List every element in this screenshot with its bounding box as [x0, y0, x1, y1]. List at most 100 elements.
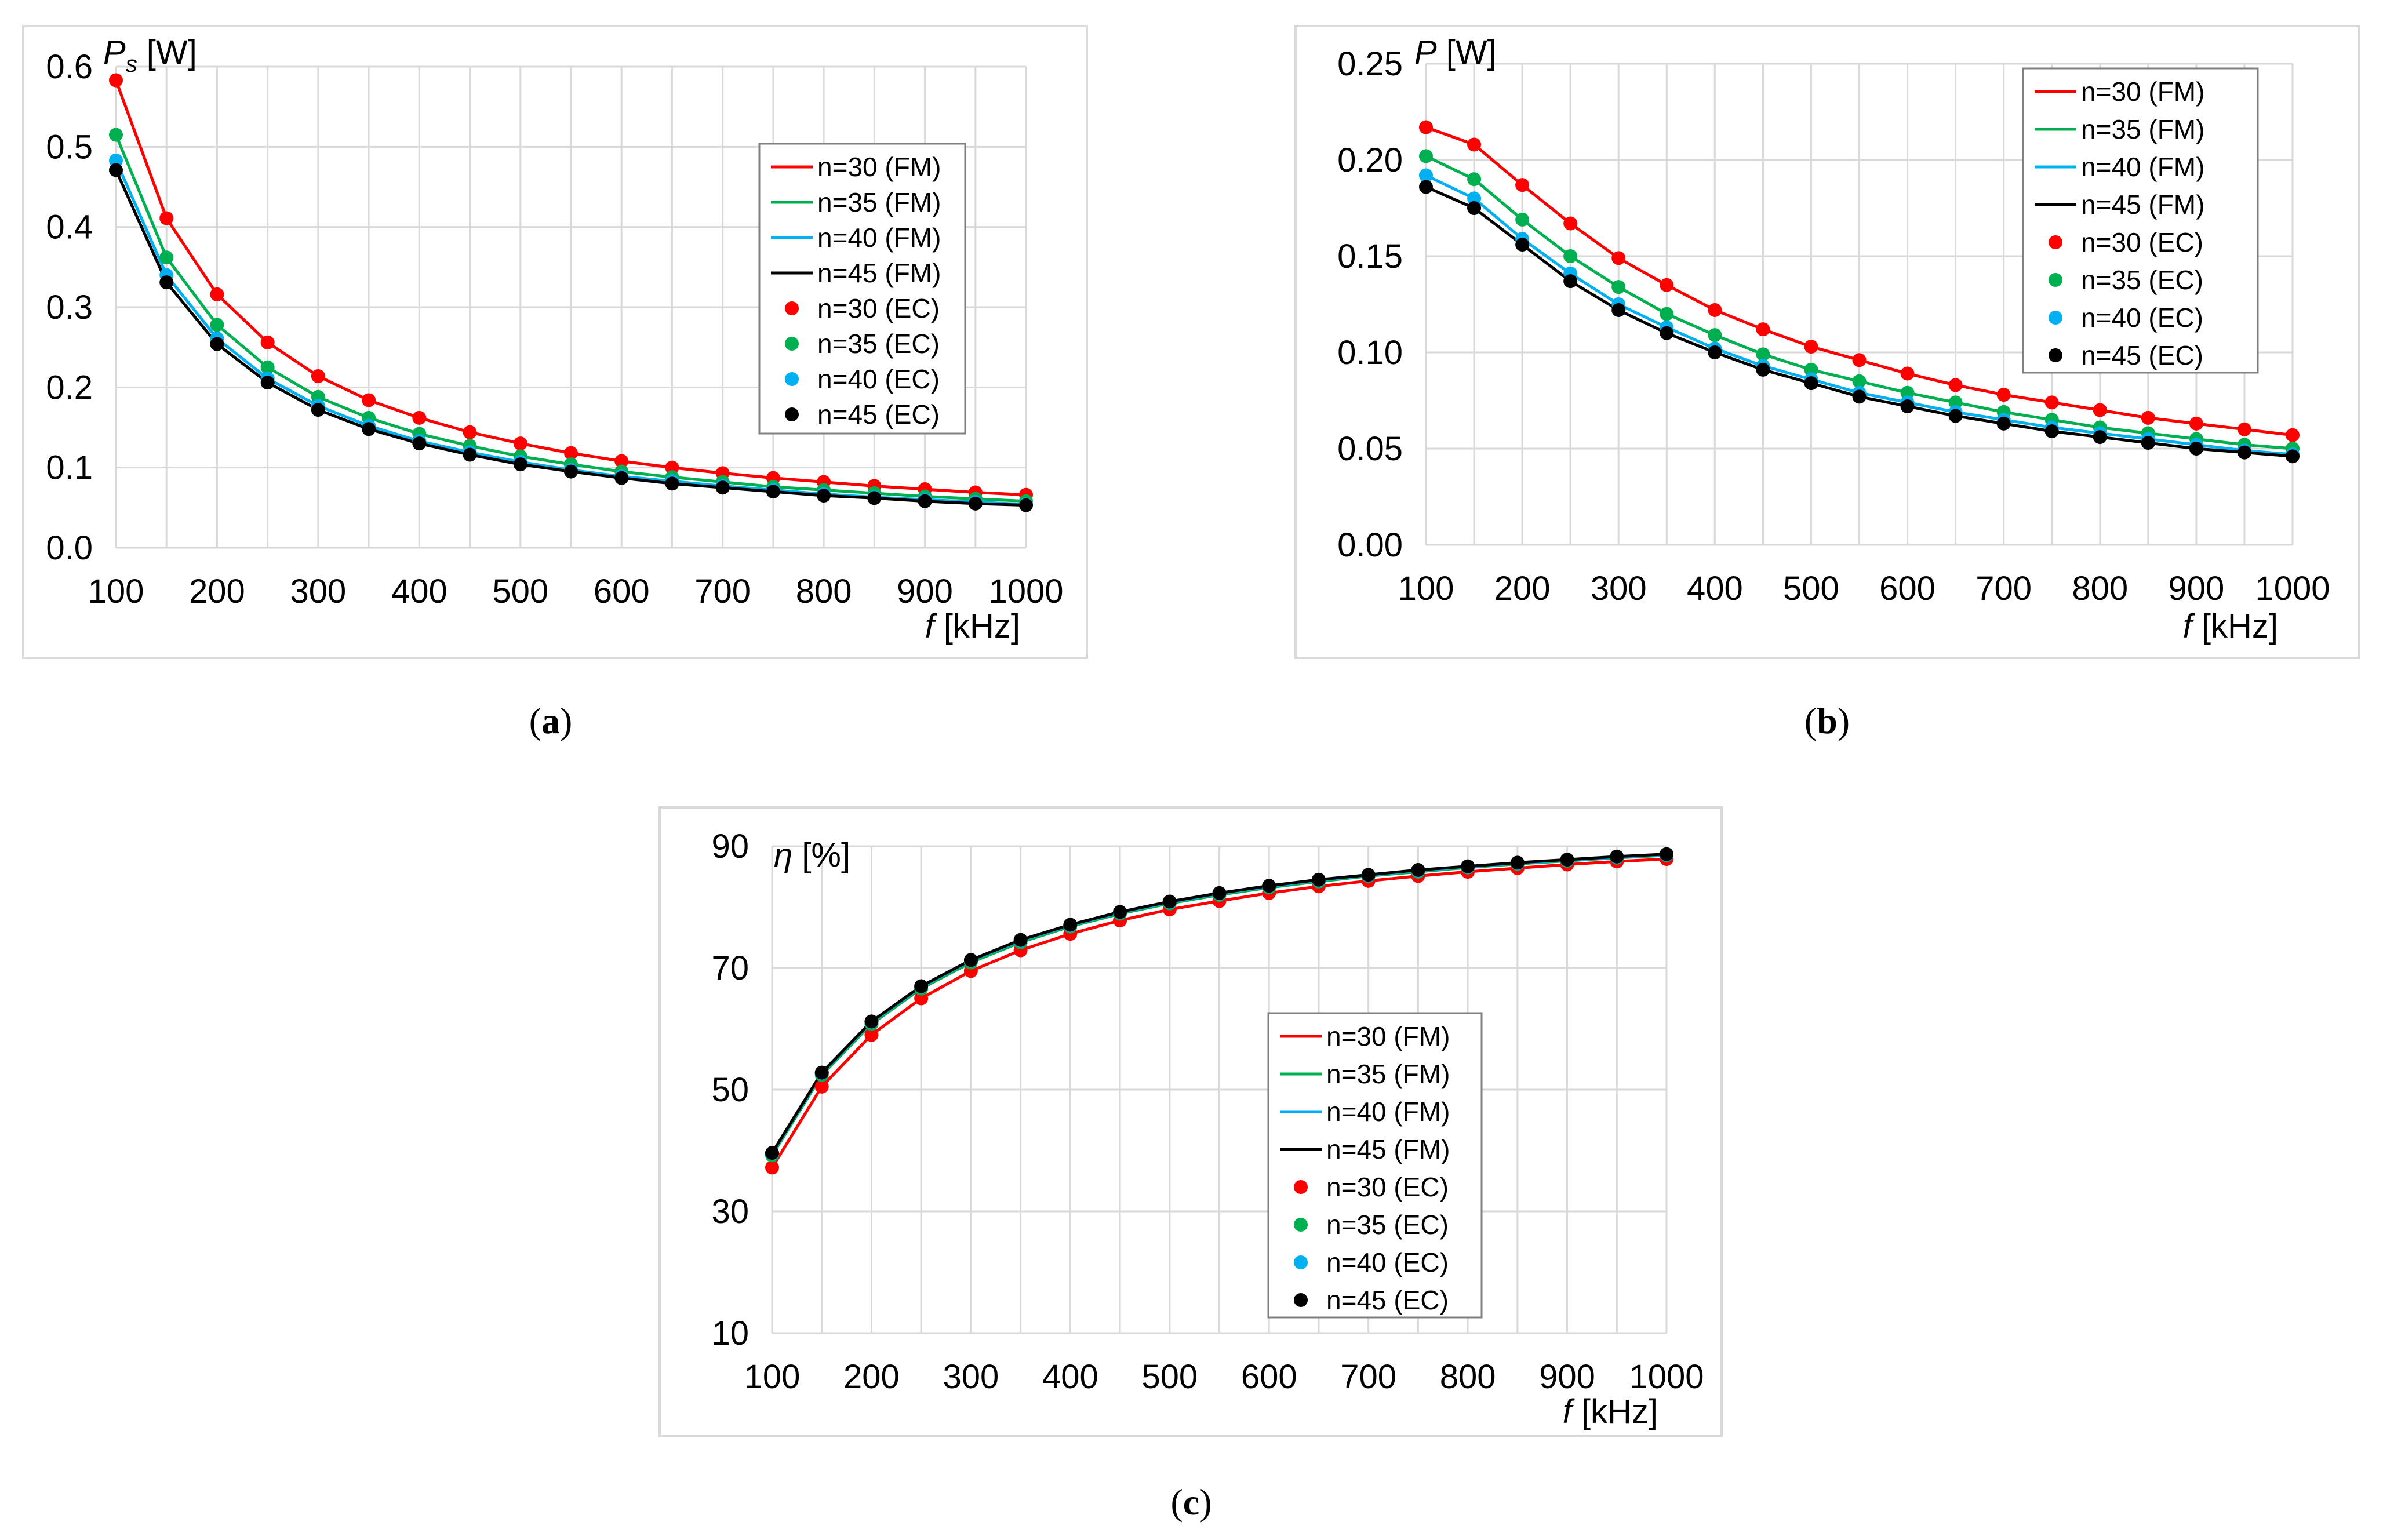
panel-b-data-point: [1948, 409, 1963, 423]
panel-b-data-point: [1708, 303, 1722, 317]
panel-a-xtick-label: 600: [594, 573, 650, 610]
panel-a-ytick-label: 0.4: [46, 209, 93, 246]
panel-b-data-point: [1804, 376, 1818, 391]
panel-a-legend-label: n=30 (FM): [817, 152, 941, 182]
panel-c-data-point: [963, 953, 978, 967]
panel-a-data-point: [463, 425, 477, 439]
panel-c-data-point: [1610, 849, 1624, 864]
panel-c-xtick-label: 100: [744, 1358, 801, 1396]
panel-a-data-point: [766, 485, 780, 499]
panel-a-data-point: [513, 457, 527, 472]
panel-a-ytick-label: 0.5: [46, 128, 93, 166]
panel-c-legend-label: n=45 (FM): [1326, 1134, 1450, 1164]
panel-c-data-point: [914, 991, 929, 1006]
panel-c-data-point: [1510, 855, 1525, 870]
panel-b-xtick-label: 200: [1494, 570, 1551, 607]
panel-a-data-point: [362, 393, 376, 407]
panel-b-xtick-label: 100: [1398, 570, 1454, 607]
caption-paren: (: [1804, 700, 1817, 741]
panel-b-data-point: [1852, 353, 1867, 367]
panel-b-ytick-label: 0.15: [1337, 238, 1403, 275]
panel-b-data-point: [1900, 399, 1915, 413]
panel-b-legend-label: n=35 (EC): [2081, 265, 2203, 295]
panel-c-ytick-label: 90: [711, 828, 749, 865]
panel-a-caption-letter: a: [541, 700, 560, 741]
panel-a-ytick-label: 0.0: [46, 529, 93, 567]
panel-a-data-point: [159, 211, 174, 225]
panel-c-xtick-label: 700: [1340, 1358, 1396, 1396]
panel-c-legend-marker-swatch: [1294, 1255, 1308, 1269]
panel-b-data-point: [1948, 395, 1963, 410]
panel-a-data-point: [412, 436, 427, 451]
panel-b-legend-marker-swatch: [2049, 273, 2062, 287]
panel-c-legend-marker-swatch: [1294, 1218, 1308, 1232]
panel-c-xtick-label: 300: [943, 1358, 999, 1396]
panel-b-data-point: [1611, 303, 1626, 317]
panel-a-xtick-label: 100: [88, 573, 144, 610]
panel-a-data-point: [109, 163, 123, 177]
panel-b-ytick-label: 0.05: [1337, 430, 1403, 468]
panel-a-ytick-label: 0.6: [46, 48, 93, 86]
panel-a-ytick-label: 0.1: [46, 449, 93, 487]
panel-b-data-point: [1660, 326, 1674, 340]
panel-b-legend-label: n=30 (EC): [2081, 227, 2203, 257]
panel-a-data-point: [109, 153, 123, 168]
panel-b-data-point: [1756, 362, 1770, 377]
panel-c-data-point: [1113, 905, 1127, 919]
panel-a-xtick-label: 800: [796, 573, 852, 610]
panel-b-ylabel-symbol: P: [1414, 34, 1437, 71]
panel-c-xlabel-unit: [kHz]: [1572, 1393, 1658, 1430]
panel-b-caption: (b): [1804, 700, 1850, 741]
panel-c-xtick-label: 800: [1440, 1358, 1496, 1396]
panel-a-legend-label: n=45 (FM): [817, 258, 941, 288]
panel-a-legend-label: n=45 (EC): [817, 399, 940, 429]
panel-c-data-point: [1311, 872, 1326, 887]
panel-a-legend-marker-swatch: [785, 407, 799, 421]
panel-c-data-point: [1013, 933, 1028, 947]
panel-a-xtick-label: 200: [189, 573, 245, 610]
panel-b-data-point: [1708, 328, 1722, 343]
panel-c-ytick-label: 10: [711, 1315, 749, 1352]
panel-a-ylabel-unit: [W]: [137, 34, 197, 71]
panel-a-ytick-label: 0.3: [46, 289, 93, 326]
panel-c: 10 30 50 70 90 100 200 300 400 500 600 700 800 900 100…: [658, 806, 1723, 1523]
panel-a-data-point: [210, 337, 224, 351]
panel-b-xtick-label: 600: [1879, 570, 1935, 607]
panel-c-data-point: [1461, 859, 1475, 873]
panel-b-data-point: [1900, 385, 1915, 400]
panel-a-data-point: [260, 335, 275, 349]
panel-b-data-point: [1996, 416, 2011, 431]
panel-a-data-point: [817, 489, 831, 503]
panel-c-ylabel: η [%]: [774, 836, 850, 874]
panel-b-xtick-label: 700: [1975, 570, 2032, 607]
panel-a-data-point: [159, 250, 174, 265]
panel-c-legend-label: n=40 (EC): [1326, 1247, 1449, 1277]
panel-b-legend-label: n=30 (FM): [2081, 77, 2204, 107]
panel-a-ylabel-symbol: P: [103, 34, 126, 71]
panel-a-xlabel: f [kHz]: [925, 607, 1020, 645]
panel-c-ylabel-unit: [%]: [792, 836, 850, 874]
panel-a-data-point: [463, 447, 477, 462]
panel-b-data-point: [1852, 374, 1867, 388]
panel-a-data-point: [918, 494, 932, 508]
panel-b-data-point: [2189, 416, 2203, 431]
panel-b-xtick-label: 500: [1783, 570, 1839, 607]
panel-c-data-point: [1063, 918, 1078, 932]
panel-a-xtick-label: 400: [391, 573, 448, 610]
panel-c-ylabel-symbol: η: [774, 836, 792, 874]
panel-a-legend-marker-swatch: [785, 372, 799, 386]
panel-b-data-point: [1756, 322, 1770, 337]
panel-a-legend-marker-swatch: [785, 337, 799, 351]
panel-b-ytick-label: 0.20: [1337, 141, 1403, 179]
caption-paren: (: [1170, 1481, 1183, 1523]
panel-a-data-point: [665, 460, 679, 475]
panel-b-data-point: [2189, 442, 2203, 456]
panel-a-data-point: [715, 480, 730, 495]
panel-b-xtick-label: 400: [1687, 570, 1743, 607]
panel-b-xtick-label: 900: [2168, 570, 2224, 607]
panel-b-data-point: [2286, 449, 2300, 464]
panel-a-ytick-label: 0.2: [46, 369, 93, 406]
panel-c-legend-label: n=45 (EC): [1326, 1285, 1449, 1315]
panel-a-data-point: [412, 410, 427, 425]
